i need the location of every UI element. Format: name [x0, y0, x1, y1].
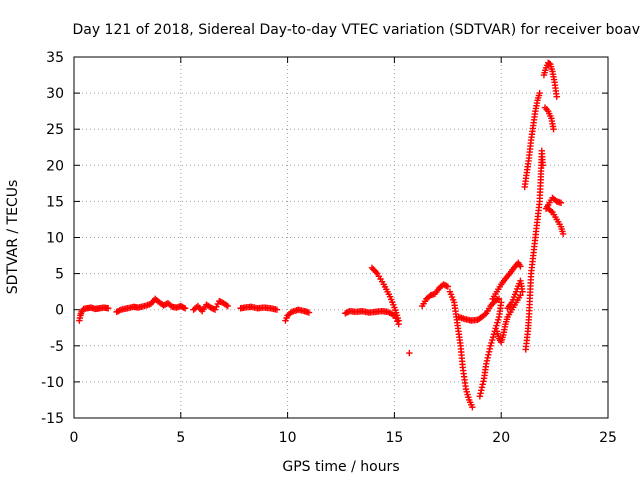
data-point	[550, 126, 557, 133]
data-point	[492, 325, 499, 332]
data-point	[539, 162, 547, 169]
data-point	[224, 302, 231, 310]
data-point	[557, 199, 565, 207]
data-point	[517, 292, 524, 299]
chart-title: Day 121 of 2018, Sidereal Day-to-day VTE…	[72, 22, 640, 38]
y-tick-label: -10	[41, 375, 64, 391]
y-axis-label: SDTVAR / TECUs	[5, 180, 21, 295]
data-point	[494, 319, 501, 326]
data-point	[559, 230, 567, 238]
data-point	[476, 393, 484, 400]
data-point	[477, 390, 484, 397]
data-point	[273, 306, 281, 313]
y-tick-label: 15	[46, 194, 64, 210]
data-point	[547, 207, 555, 215]
data-point	[495, 295, 503, 303]
data-point	[444, 283, 451, 290]
data-point	[498, 299, 505, 306]
data-point	[469, 403, 476, 411]
y-tick-label: 25	[46, 122, 64, 138]
y-tick-label: 5	[55, 267, 64, 283]
data-point	[483, 360, 490, 368]
data-point	[483, 357, 491, 365]
data-point	[481, 311, 489, 318]
data-point	[181, 305, 189, 312]
data-point	[479, 381, 486, 388]
data-point	[495, 316, 502, 324]
data-point	[484, 354, 491, 362]
y-tick-label: 10	[46, 231, 64, 247]
data-markers	[76, 59, 567, 411]
chart-grid	[74, 57, 608, 418]
data-point	[211, 306, 219, 313]
data-point	[478, 387, 485, 394]
data-point	[223, 301, 230, 309]
data-point	[519, 288, 526, 295]
data-point	[213, 303, 220, 311]
x-tick-label: 25	[599, 430, 617, 446]
y-tick-label: -5	[50, 339, 64, 355]
data-point	[180, 304, 187, 311]
data-point	[478, 384, 486, 391]
y-tick-label: 30	[46, 86, 64, 102]
y-tick-label: 0	[55, 303, 64, 319]
y-tick-label: -15	[41, 411, 64, 427]
x-axis-label: GPS time / hours	[282, 459, 399, 475]
data-point	[485, 351, 492, 359]
data-point	[480, 378, 487, 385]
data-point	[395, 317, 402, 324]
data-point	[486, 345, 494, 353]
data-point	[494, 296, 501, 303]
y-tick-label: 20	[46, 158, 64, 174]
y-tick-label: 35	[46, 50, 64, 66]
axis-ticks: 0 5 10 15 20 25 -15 -10 -5 0 5 10 15 20 25 30 35	[41, 50, 617, 446]
data-point	[489, 336, 496, 344]
data-point	[406, 349, 413, 357]
data-point	[488, 339, 495, 347]
x-tick-label: 15	[385, 430, 403, 446]
data-point	[489, 333, 497, 341]
x-tick-label: 10	[279, 430, 297, 446]
x-tick-label: 0	[70, 430, 79, 446]
data-point	[116, 307, 123, 314]
data-point	[553, 93, 560, 100]
data-point	[493, 322, 500, 329]
data-point	[104, 305, 112, 312]
data-point	[536, 89, 543, 97]
data-point	[487, 342, 494, 349]
data-point	[485, 348, 493, 356]
x-tick-label: 5	[176, 430, 185, 446]
data-point	[305, 309, 313, 316]
x-tick-label: 20	[492, 430, 510, 446]
data-point	[517, 263, 524, 270]
data-point	[443, 282, 450, 290]
